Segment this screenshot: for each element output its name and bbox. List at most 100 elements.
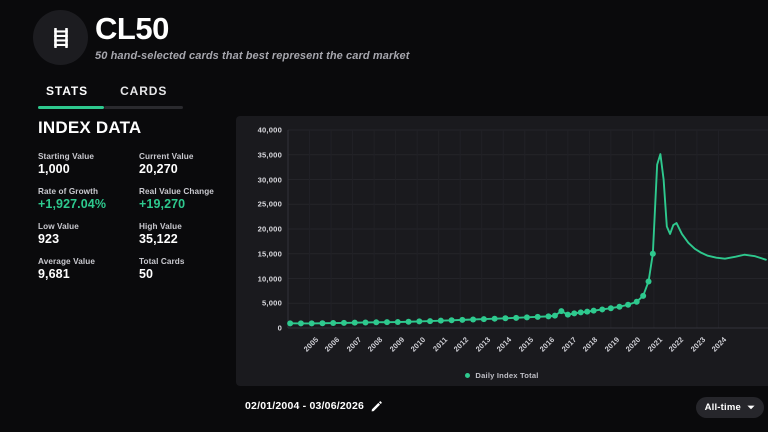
series-point (502, 315, 509, 322)
series-point (287, 320, 294, 327)
page-title: CL50 (95, 11, 169, 46)
series-point (480, 316, 487, 323)
series-point (645, 278, 652, 285)
chart-plot-area (287, 129, 768, 329)
stat-value: 923 (38, 232, 60, 246)
stat-value: 9,681 (38, 267, 70, 281)
series-point (308, 320, 315, 327)
index-chart-panel[interactable]: 0 5,000 10,000 15,000 20,000 25,000 30,000 35,0… (236, 116, 768, 386)
series-point (362, 319, 369, 326)
series-point (513, 314, 520, 321)
stat-value: 1,000 (38, 162, 70, 176)
tab-cards-underline (104, 106, 184, 109)
y-axis-tick: 25,000 (257, 199, 282, 209)
y-axis-tick: 35,000 (257, 150, 282, 160)
stat-item: Real Value Change +19,270 (139, 187, 230, 211)
time-range-selector[interactable]: All-time (695, 397, 764, 418)
y-axis-tick: 5,000 (261, 298, 282, 308)
series-point (590, 307, 597, 314)
series-point (599, 306, 606, 313)
page-header: CL50 50 hand-selected cards that best re… (0, 0, 768, 76)
series-point (459, 316, 466, 323)
chart-legend: Daily Index Total (236, 371, 768, 380)
stat-label: Starting Value (38, 152, 94, 161)
stat-label: Current Value (139, 152, 194, 161)
stat-value: 20,270 (139, 162, 178, 176)
stat-item: Total Cards 50 (139, 257, 230, 281)
series-point (351, 319, 358, 326)
chart-y-axis: 0 5,000 10,000 15,000 20,000 25,000 30,000 35,0… (236, 116, 282, 386)
title-block: CL50 50 hand-selected cards that best re… (95, 11, 410, 62)
series-point (340, 319, 347, 326)
y-axis-tick: 20,000 (257, 224, 282, 234)
series-point (640, 292, 647, 299)
stat-label: Total Cards (139, 257, 185, 266)
series-point (616, 303, 623, 310)
index-stat-grid: Starting Value 1,000 Current Value 20,270 Ra… (38, 152, 230, 281)
series-point (564, 311, 571, 318)
series-point (297, 320, 304, 327)
series-point (607, 305, 614, 312)
stat-item: Average Value 9,681 (38, 257, 139, 281)
series-point (470, 316, 477, 323)
series-point (545, 313, 552, 320)
legend-dot-icon (465, 373, 471, 378)
series-point (427, 318, 434, 325)
series-point (384, 319, 391, 326)
stat-value: 50 (139, 267, 154, 281)
series-point (558, 308, 565, 315)
chevron-down-icon[interactable] (747, 405, 755, 410)
index-data-panel: INDEX DATA Starting Value 1,000 Current Va… (38, 118, 230, 281)
y-axis-tick: 10,000 (257, 274, 282, 283)
series-point (584, 308, 591, 315)
tab-stats[interactable]: STATS (38, 82, 105, 109)
stat-value: 35,122 (139, 232, 178, 246)
tab-cards-label: CARDS (120, 84, 168, 98)
date-range-text: 02/01/2004 - 03/06/2026 (245, 400, 365, 412)
series-point (373, 319, 380, 326)
y-axis-tick: 15,000 (257, 249, 282, 259)
series-point (571, 310, 578, 317)
y-axis-tick: 40,000 (257, 125, 282, 135)
y-axis-tick: 0 (277, 323, 282, 333)
stat-item: Rate of Growth +1,927.04% (38, 187, 139, 211)
series-point (491, 315, 498, 322)
stat-label: Low Value (38, 222, 79, 231)
series-point (437, 317, 444, 324)
series-point (633, 298, 640, 305)
series-point (394, 319, 401, 326)
time-range-value: All-time (704, 402, 741, 413)
stat-item: Current Value 20,270 (139, 152, 230, 176)
series-point (577, 309, 584, 316)
legend-label: Daily Index Total (475, 371, 539, 380)
y-axis-tick: 30,000 (257, 175, 282, 184)
series-point (625, 301, 632, 308)
page-footer: 02/01/2004 - 03/06/2026 All-time (0, 386, 768, 432)
date-range-control[interactable]: 02/01/2004 - 03/06/2026 (245, 400, 382, 412)
series-point (551, 312, 558, 319)
stat-item: Low Value 923 (38, 222, 139, 246)
stat-value: +1,927.04% (38, 197, 107, 211)
tab-stats-underline (38, 106, 105, 109)
tab-cards[interactable]: CARDS (104, 82, 184, 109)
stat-value: +19,270 (139, 197, 186, 211)
stat-item: High Value 35,122 (139, 222, 230, 246)
stat-label: Average Value (38, 257, 95, 266)
stat-label: Rate of Growth (38, 187, 99, 196)
ladder-icon (33, 10, 88, 65)
page-subtitle: 50 hand-selected cards that best represe… (95, 49, 410, 62)
tab-bar: STATS CARDS (38, 82, 184, 109)
tab-stats-label: STATS (46, 84, 89, 98)
series-point (534, 313, 541, 320)
series-point (448, 317, 455, 324)
stat-label: High Value (139, 222, 182, 231)
stat-label: Real Value Change (139, 187, 214, 196)
series-point (319, 320, 326, 327)
series-point (649, 250, 656, 257)
series-point (416, 318, 423, 325)
stat-item: Starting Value 1,000 (38, 152, 139, 176)
series-point (330, 320, 337, 327)
pencil-icon[interactable] (371, 400, 382, 412)
series-point (405, 318, 412, 325)
